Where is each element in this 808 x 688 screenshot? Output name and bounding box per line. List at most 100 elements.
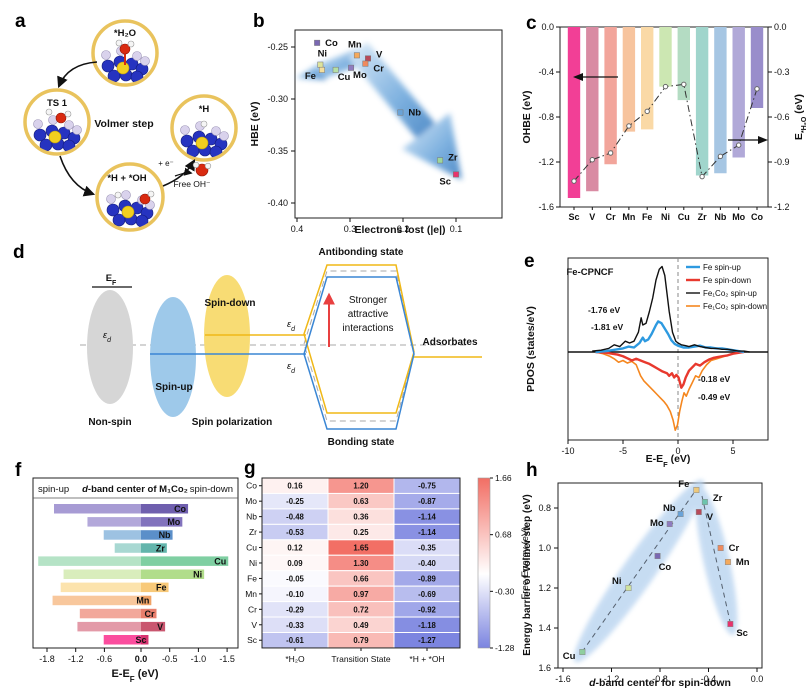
- bar-spindown-Cr: [141, 608, 157, 619]
- cell-value: -0.25: [286, 497, 304, 506]
- right-axis-arrow: [758, 136, 768, 144]
- annotation--1.81 eV: -1.81 eV: [591, 322, 623, 332]
- row-label-Mo: Mo: [245, 496, 257, 506]
- bar-spinup-Cu: [38, 556, 142, 566]
- y-tick: 1.2: [538, 583, 551, 593]
- point-label-Mn: Mn: [736, 557, 750, 568]
- point-label-Nb: Nb: [408, 108, 421, 119]
- panel-c-ohbe-bar-chart: Sc V Cr Mn Fe Ni Cu Zr Nb Mo Co 0.0 -0.4 -0.8 -1.2 -1.6…: [521, 22, 808, 222]
- cell-value: 0.79: [353, 636, 369, 645]
- x-tick: -1.2: [604, 674, 620, 684]
- bonding-label: Bonding state: [328, 437, 395, 448]
- right-tick: 0.0: [774, 22, 787, 32]
- colorbar-label: Free Energy (eV): [520, 527, 531, 600]
- bar-spinup-Co: [54, 504, 142, 514]
- bar-spindown-Fe: [141, 582, 169, 593]
- nonspin-ellipse: [87, 290, 133, 404]
- x-tick: 0.3: [344, 224, 357, 234]
- atom-cluster: [101, 39, 150, 84]
- nonspin-splitting-outline: [303, 270, 415, 422]
- bar-label-Mo: Mo: [167, 517, 180, 527]
- adsorbates-label: Adsorbates: [422, 337, 477, 348]
- bar-spindown-Nb: [141, 530, 173, 540]
- cell-value: 1.30: [353, 559, 369, 568]
- data-point-Co: [314, 39, 321, 46]
- cell-value: -0.69: [418, 590, 436, 599]
- stronger-line-3: interactions: [342, 323, 393, 334]
- point-label-Mo: Mo: [650, 518, 664, 529]
- colorbar-tick: 0.68: [495, 530, 512, 540]
- data-point-Cu: [579, 649, 586, 655]
- bar-spinup-Nb: [103, 530, 141, 540]
- point-label-Cr: Cr: [729, 543, 740, 554]
- category-Mo: Mo: [732, 212, 745, 222]
- bar-label-Nb: Nb: [159, 530, 171, 540]
- point-label-Mn: Mn: [348, 39, 362, 50]
- bar-Mn: [622, 27, 636, 132]
- data-point-V: [365, 55, 371, 62]
- data-point-Mo: [666, 521, 673, 527]
- eh2o-line: [573, 83, 758, 182]
- data-point-Sc: [453, 171, 459, 178]
- cell-value: -0.61: [286, 636, 304, 645]
- x-tick: -0.4: [701, 674, 717, 684]
- right-axis-label: E*H₂O (eV): [793, 94, 808, 140]
- data-point-Fe: [318, 66, 325, 73]
- x-tick: -1.2: [68, 654, 84, 664]
- category-Co: Co: [751, 212, 763, 222]
- bar-label-V: V: [157, 622, 163, 632]
- pdos-curve-black: [592, 265, 750, 353]
- bar-label-Zr: Zr: [156, 543, 165, 553]
- row-label-Cu: Cu: [246, 543, 257, 553]
- left-tick: -1.2: [538, 157, 554, 167]
- category-Fe: Fe: [642, 212, 653, 222]
- point-label-Co: Co: [659, 562, 672, 573]
- bar-spinup-Cr: [79, 608, 141, 619]
- annotation--1.76 eV: -1.76 eV: [588, 305, 620, 315]
- cell-value: -1.14: [418, 528, 436, 537]
- spindown-label: Spin-down: [204, 298, 255, 309]
- spinup-label: Spin-up: [155, 382, 192, 393]
- free-oh-molecule: [195, 163, 209, 177]
- x-axis-label: Electrons lost (|e|): [354, 224, 445, 236]
- annotation--0.49 eV: -0.49 eV: [698, 392, 730, 402]
- y-axis-label: Energy barrier of Volmer step (eV): [522, 494, 533, 656]
- x-tick: -10: [561, 446, 574, 456]
- panel-h-label: h: [526, 460, 538, 481]
- spindown-ellipse: [204, 275, 250, 397]
- data-point-Ni: [317, 61, 324, 68]
- data-point-V: [695, 509, 702, 515]
- cell-value: -0.92: [418, 605, 436, 614]
- bar-label-Mn: Mn: [136, 596, 149, 606]
- row-label-Sc: Sc: [247, 635, 258, 645]
- cell-value: -1.14: [418, 513, 436, 522]
- row-label-Mn: Mn: [245, 589, 257, 599]
- antibonding-label: Antibonding state: [319, 247, 404, 258]
- colorbar: [477, 477, 491, 649]
- data-point-Mo: [348, 64, 355, 71]
- cell-value: -0.33: [286, 621, 304, 630]
- bar-Fe: [641, 27, 654, 130]
- y-tick: -0.35: [267, 146, 288, 156]
- x-tick: 0.0: [135, 654, 148, 664]
- point-label-V: V: [376, 49, 383, 60]
- bar-spinup-V: [77, 621, 141, 632]
- cell-value: -0.75: [418, 482, 436, 491]
- legend-Fe spin-down: Fe spin-down: [703, 276, 751, 285]
- x-tick: -0.6: [97, 654, 113, 664]
- cell-value: 0.12: [287, 544, 303, 553]
- y-tick: 1.6: [538, 663, 551, 673]
- cell-value: -0.10: [286, 590, 304, 599]
- atom-cluster: [180, 120, 229, 159]
- left-axis-arrow: [573, 73, 583, 81]
- y-tick: 0.8: [538, 503, 551, 513]
- row-label-Zr: Zr: [249, 527, 257, 537]
- panel-g-label: g: [244, 458, 256, 479]
- spin-polarization-label: Spin polarization: [192, 417, 273, 428]
- row-label-V: V: [251, 620, 257, 630]
- category-V: V: [589, 212, 595, 222]
- row-label-Cr: Cr: [248, 604, 257, 614]
- bar-spinup-Ni: [63, 569, 142, 579]
- panel-a-label: a: [15, 11, 26, 32]
